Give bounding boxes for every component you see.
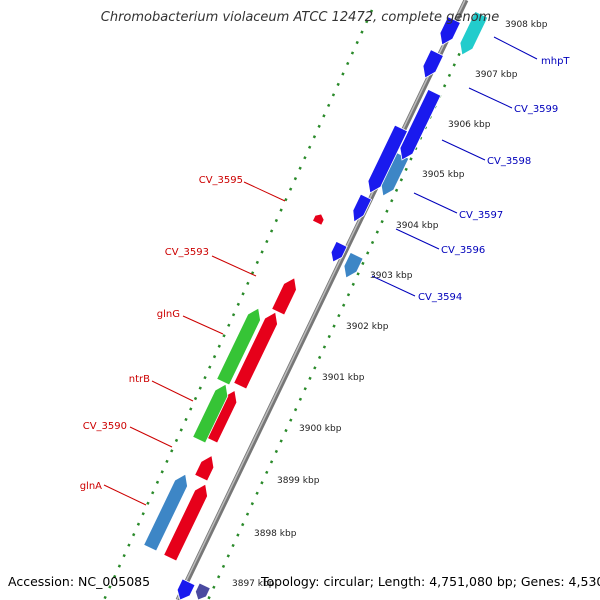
gene-label-cv3593[interactable]: CV_3593	[165, 247, 209, 258]
accession-text: Accession: NC_005085	[8, 574, 151, 589]
gene-bottom-blue2[interactable]	[194, 582, 211, 600]
gene-top-blue[interactable]	[439, 16, 461, 46]
leader-cv3594	[371, 275, 416, 297]
gene-label-glng[interactable]: glnG	[157, 309, 180, 320]
gene-bottom-blue[interactable]	[176, 578, 196, 600]
scale-label: 3907 kbp	[475, 70, 518, 80]
gene-label-cv3590[interactable]: CV_3590	[83, 421, 127, 432]
leader-glnG	[182, 315, 224, 335]
leader-cv3595	[243, 181, 286, 202]
leader-mhpT	[493, 36, 538, 60]
scale-label: 3908 kbp	[505, 20, 548, 30]
genome-backbone	[175, 0, 469, 600]
gene-cv3597[interactable]	[352, 193, 373, 223]
gene-cv3596[interactable]	[330, 240, 348, 263]
gene-label-mhpt[interactable]: mhpT	[541, 56, 570, 67]
gene-cv3599[interactable]	[399, 88, 442, 161]
gene-cv3590[interactable]	[194, 454, 215, 482]
topology-text: Topology: circular; Length: 4,751,080 bp…	[261, 574, 600, 589]
scale-label: 3905 kbp	[422, 170, 465, 180]
gene-cv3598[interactable]	[367, 124, 409, 194]
gene-glnA[interactable]	[163, 483, 208, 562]
scale-label: 3897 kbp	[232, 579, 275, 589]
gene-label-cv3598[interactable]: CV_3598	[487, 156, 531, 167]
scale-label: 3902 kbp	[346, 322, 389, 332]
gene-label-cv3595[interactable]: CV_3595	[199, 175, 243, 186]
scale-label: 3906 kbp	[448, 120, 491, 130]
gene-cv3599b[interactable]	[422, 49, 444, 79]
leader-ntrB	[151, 380, 194, 402]
leader-glnA	[103, 484, 147, 506]
leader-cv3598	[441, 139, 486, 161]
genome-backbone-highlight	[176, 0, 466, 600]
gene-cv3595[interactable]	[311, 213, 325, 226]
gene-label-glna[interactable]: glnA	[80, 481, 102, 492]
scale-label: 3901 kbp	[322, 373, 365, 383]
gene-glnG[interactable]	[216, 307, 261, 386]
scale-label: 3904 kbp	[396, 221, 439, 231]
leader-cv3596	[395, 228, 440, 250]
gene-glnG-forward[interactable]	[233, 311, 278, 390]
gene-mhpT[interactable]	[459, 10, 489, 56]
outer-dotted-guide	[102, 9, 374, 600]
leader-cv3597	[413, 192, 458, 214]
leader-cv3590	[129, 426, 173, 448]
scale-label: 3900 kbp	[299, 424, 342, 434]
inner-dotted-guide	[206, 21, 476, 600]
gene-label-cv3596[interactable]: CV_3596	[441, 245, 485, 256]
map-title: Chromobacterium violaceum ATCC 12472, co…	[100, 10, 500, 25]
gene-label-ntrb[interactable]: ntrB	[129, 374, 150, 385]
gene-cv3593[interactable]	[271, 277, 297, 316]
scale-label: 3898 kbp	[254, 529, 297, 539]
leader-cv3593	[211, 255, 257, 277]
scale-label: 3903 kbp	[370, 271, 413, 281]
gene-rna-lower[interactable]	[143, 473, 188, 552]
gene-label-cv3599[interactable]: CV_3599	[514, 104, 558, 115]
gene-ntrB-green[interactable]	[192, 383, 229, 444]
gene-cv3594[interactable]	[343, 251, 364, 279]
gene-label-cv3594[interactable]: CV_3594	[418, 292, 462, 303]
gene-label-cv3597[interactable]: CV_3597	[459, 210, 503, 221]
scale-label: 3899 kbp	[277, 476, 320, 486]
leader-cv3599	[468, 87, 513, 109]
